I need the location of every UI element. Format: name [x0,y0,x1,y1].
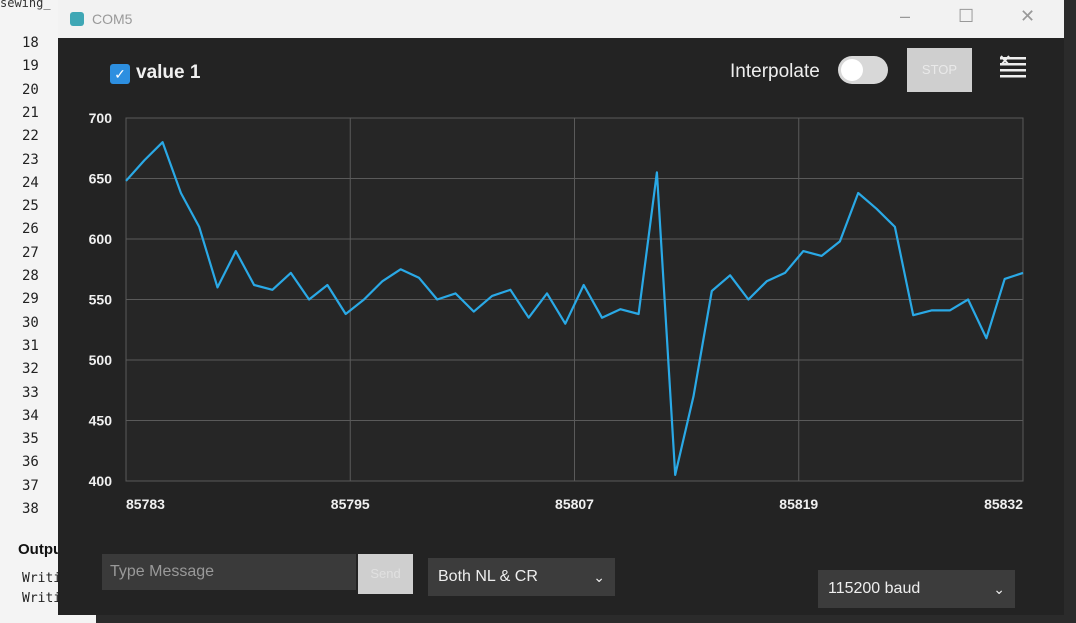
serial-plotter-window: COM5 – ☐ ✕ ✓ value 1 Interpolate STOP 40… [58,0,1064,615]
send-button[interactable]: Send [358,554,413,594]
x-tick-label: 85807 [555,496,594,512]
clear-list-icon[interactable] [998,54,1028,82]
message-input[interactable] [102,554,356,590]
series-line [125,141,1024,476]
y-tick-label: 500 [89,352,113,368]
line-number: 33 [22,384,39,401]
editor-gutter: sewing_ 18 19 20 21 22 23 24 25 26 27 28 29 30 31 32 33… [0,0,58,540]
line-ending-value: Both NL & CR [438,568,538,585]
baud-rate-select[interactable]: 115200 baud ⌄ [818,570,1015,608]
line-number: 28 [22,268,39,284]
line-number: 35 [22,431,39,448]
interpolate-label: Interpolate [730,61,820,82]
y-tick-label: 400 [89,473,113,489]
y-tick-label: 450 [89,413,113,429]
line-number: 23 [22,151,39,168]
output-tab[interactable]: Output [18,541,68,558]
file-tab[interactable]: sewing_ [0,0,51,10]
line-number: 29 [22,291,39,308]
line-number: 18 [22,35,39,51]
y-tick-label: 650 [89,171,113,187]
line-number: 21 [22,104,39,121]
line-number: 34 [22,407,39,424]
output-line: Writi [22,591,62,606]
line-number: 30 [22,314,39,331]
output-line: Writi [22,571,62,586]
maximize-button[interactable]: ☐ [958,6,975,26]
app-icon [70,12,84,26]
line-number: 25 [22,198,39,215]
line-ending-select[interactable]: Both NL & CR ⌄ [428,558,615,596]
line-number: 32 [22,361,39,378]
series-label: value 1 [136,62,201,83]
title-bar[interactable]: COM5 – ☐ ✕ [58,0,1064,38]
x-tick-label: 85819 [779,496,818,512]
line-number: 20 [22,81,39,98]
x-tick-label: 85832 [984,496,1023,512]
line-chart: 400 450 500 550 600 650 700 85783 85795 85807 8581… [89,110,1024,512]
baud-rate-value: 115200 baud [828,580,921,597]
line-number: 38 [22,501,39,517]
stop-button[interactable]: STOP [907,48,972,92]
y-tick-label: 600 [89,231,113,247]
toggle-knob [841,59,863,81]
series-checkbox[interactable]: ✓ [110,64,130,84]
y-tick-label: 550 [89,292,113,308]
line-number: 24 [22,174,39,191]
line-number: 31 [22,337,39,354]
line-number: 37 [22,477,39,494]
close-button[interactable]: ✕ [1020,6,1036,26]
line-number: 26 [22,221,39,238]
window-title: COM5 [92,11,133,27]
line-number: 22 [22,128,39,145]
x-tick-label: 85795 [331,496,370,512]
interpolate-toggle[interactable] [838,56,888,84]
line-number: 19 [22,58,39,75]
line-number: 27 [22,244,39,261]
x-tick-label: 85783 [126,496,165,512]
chevron-down-icon: ⌄ [593,569,605,585]
chevron-down-icon: ⌄ [993,581,1005,597]
line-number: 36 [22,454,39,471]
minimize-button[interactable]: – [900,6,911,26]
y-tick-label: 700 [89,110,113,126]
